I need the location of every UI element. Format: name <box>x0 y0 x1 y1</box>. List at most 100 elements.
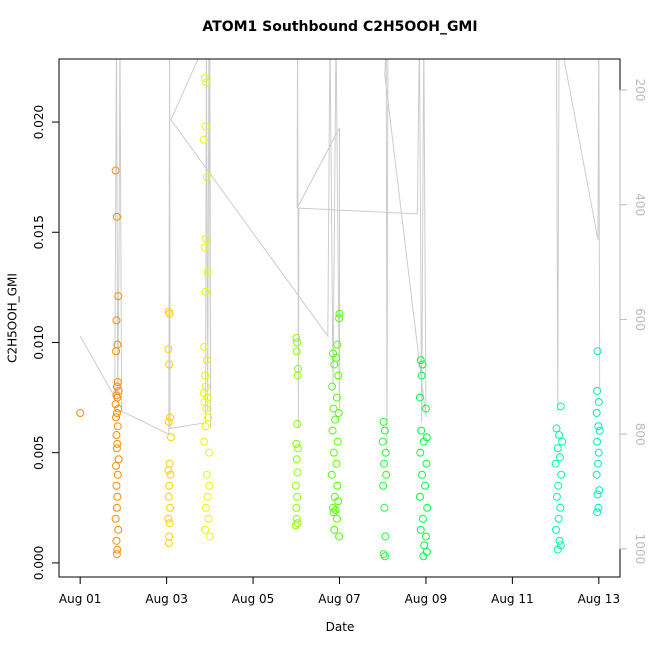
data-point <box>379 481 388 490</box>
data-point <box>418 360 427 369</box>
data-point <box>202 173 211 182</box>
data-point <box>293 468 302 477</box>
data-point <box>111 400 120 409</box>
data-point <box>417 371 426 380</box>
data-point <box>204 413 213 422</box>
data-point <box>114 404 123 413</box>
data-point <box>112 413 121 422</box>
data-point <box>330 525 339 534</box>
data-point <box>381 448 390 457</box>
data-point <box>201 422 210 431</box>
data-point <box>556 503 565 512</box>
y2-tick-label: 400 <box>633 193 647 216</box>
data-point <box>334 371 343 380</box>
data-point <box>111 166 120 175</box>
data-point <box>593 459 602 468</box>
data-point <box>205 481 214 490</box>
data-point <box>554 481 563 490</box>
data-point <box>201 503 210 512</box>
data-point <box>201 122 210 131</box>
x-tick-label: Aug 01 <box>59 592 102 606</box>
data-point <box>112 382 121 391</box>
data-point <box>112 409 121 418</box>
data-point <box>294 444 303 453</box>
data-point <box>291 481 300 490</box>
data-point <box>293 420 302 429</box>
data-point <box>329 448 338 457</box>
data-point <box>164 492 173 501</box>
data-point <box>593 490 602 499</box>
data-point <box>202 78 211 87</box>
x-tick-label: Aug 13 <box>578 592 621 606</box>
data-point <box>421 481 430 490</box>
data-point <box>112 536 121 545</box>
data-point <box>378 437 387 446</box>
x-tick-label: Aug 05 <box>232 592 275 606</box>
data-point <box>331 415 340 424</box>
x-tick-label: Aug 11 <box>491 592 534 606</box>
data-point <box>417 426 426 435</box>
data-point <box>558 437 567 446</box>
data-point <box>201 234 210 243</box>
data-point <box>554 514 563 523</box>
data-point <box>112 347 121 356</box>
data-point <box>380 503 389 512</box>
data-point <box>419 437 428 446</box>
data-point <box>164 345 173 354</box>
data-point <box>166 433 175 442</box>
data-point <box>592 470 601 479</box>
data-point <box>335 532 344 541</box>
data-point <box>291 521 300 530</box>
y-tick-label: 0.010 <box>32 325 46 359</box>
data-point <box>202 404 211 413</box>
data-point <box>331 505 340 514</box>
y2-tick-label: 1000 <box>633 534 647 565</box>
data-point <box>112 503 121 512</box>
data-point <box>381 532 390 541</box>
data-point <box>553 444 562 453</box>
data-point <box>329 503 338 512</box>
data-point <box>165 459 174 468</box>
data-point <box>594 422 603 431</box>
data-point <box>595 486 604 495</box>
data-point <box>204 448 213 457</box>
x-tick-label: Aug 07 <box>318 592 361 606</box>
y-tick-label: 0.015 <box>32 215 46 249</box>
data-point <box>329 404 338 413</box>
data-point <box>292 334 301 343</box>
data-point <box>557 470 566 479</box>
data-point <box>76 409 85 418</box>
data-point <box>166 470 175 479</box>
data-point <box>112 444 121 453</box>
data-point <box>555 431 564 440</box>
data-point <box>114 455 123 464</box>
data-point <box>418 514 427 523</box>
x-tick-label: Aug 09 <box>405 592 448 606</box>
data-point <box>200 342 209 351</box>
x-axis-label: Date <box>326 620 355 634</box>
data-point <box>112 316 121 325</box>
data-point <box>164 514 173 523</box>
data-point <box>202 356 211 365</box>
data-point <box>164 466 173 475</box>
y-tick-label: 0.020 <box>32 105 46 139</box>
data-point <box>415 393 424 402</box>
data-point <box>114 292 123 301</box>
data-point <box>555 536 564 545</box>
data-point <box>335 314 344 323</box>
data-point <box>420 541 429 550</box>
data-point <box>204 514 213 523</box>
data-point <box>552 525 561 534</box>
data-point <box>292 347 301 356</box>
data-point <box>382 470 391 479</box>
data-point <box>556 402 565 411</box>
data-point <box>595 426 604 435</box>
data-point <box>329 508 338 517</box>
plot-area <box>76 59 604 561</box>
data-point <box>165 309 174 318</box>
data-point <box>205 532 214 541</box>
data-point <box>203 393 212 402</box>
data-point <box>293 371 302 380</box>
data-point <box>335 309 344 318</box>
data-point <box>166 413 175 422</box>
